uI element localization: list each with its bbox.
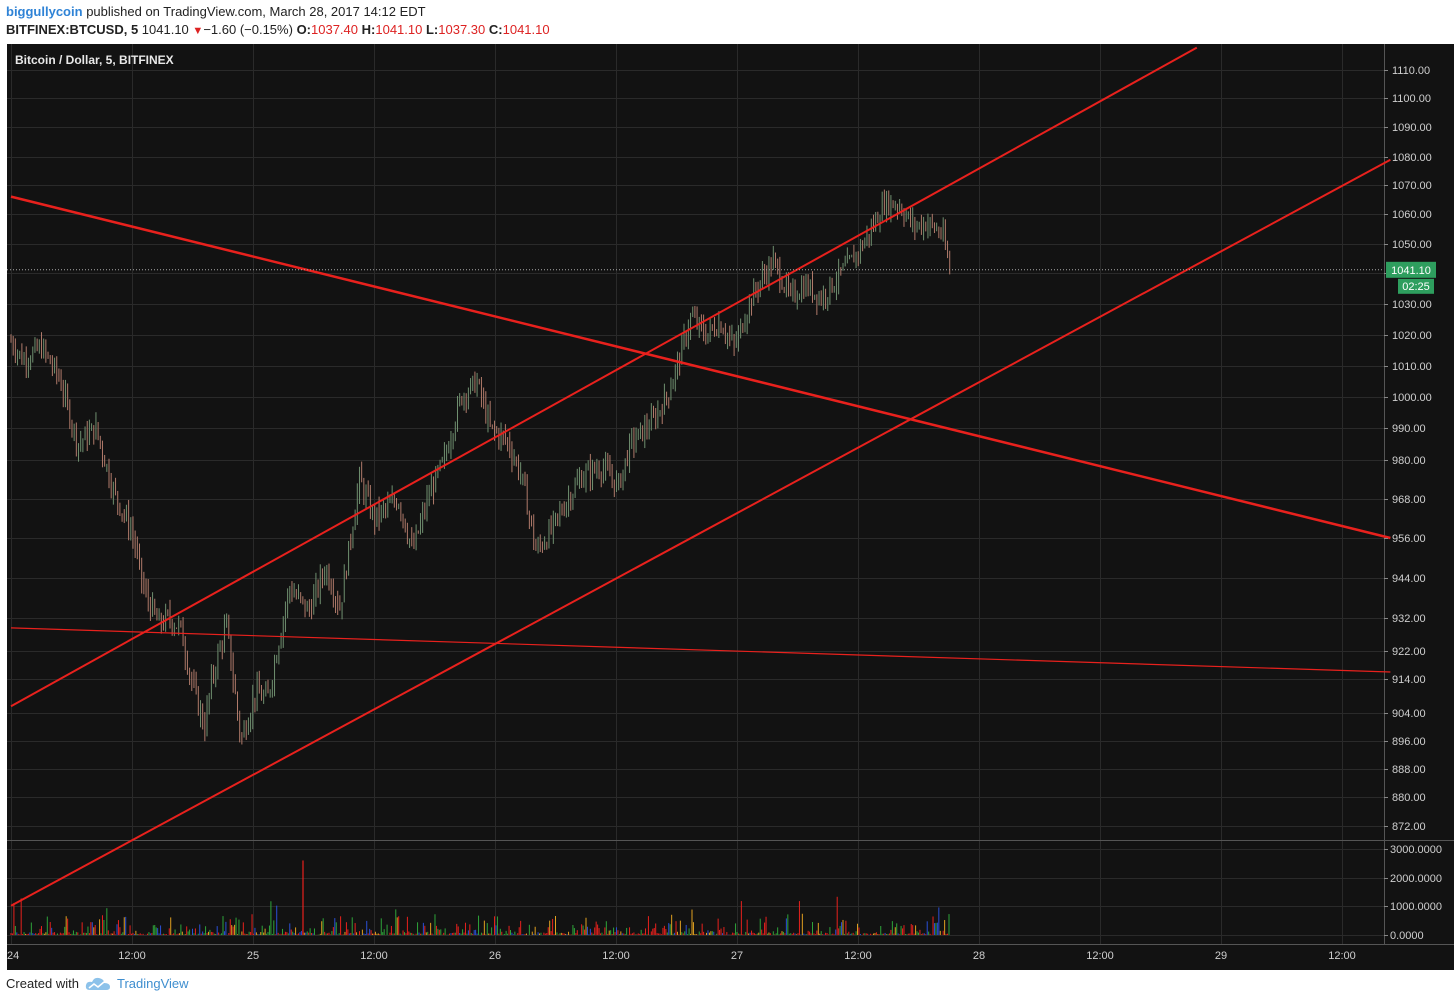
price-axis-background	[1384, 44, 1454, 944]
last-price-badge-label: 1041.10	[1391, 265, 1431, 277]
countdown-label: 02:25	[1402, 281, 1430, 293]
time-tick-label: 12:00	[360, 950, 388, 962]
footer: Created with TradingView	[6, 976, 189, 991]
change-down-icon: ▼	[192, 25, 204, 37]
volume-tick-label: 1000.0000	[1390, 901, 1442, 913]
price-tick-label: 1020.00	[1392, 330, 1432, 342]
price-tick-label: 944.00	[1392, 573, 1426, 585]
volume-axis[interactable]: 3000.0000 2000.0000 1000.0000 0.0000	[1384, 844, 1442, 942]
price-axis[interactable]: 1110.00 1100.00 1090.00 1080.00 1070.00 1060.…	[1384, 65, 1432, 833]
close-label: C:	[488, 22, 503, 37]
trendline-1[interactable]	[10, 195, 1391, 540]
low-label: L:	[425, 22, 439, 37]
time-tick-label: 29	[1215, 950, 1227, 962]
volume-tick-label: 3000.0000	[1390, 844, 1442, 856]
trendline-4[interactable]	[10, 627, 1391, 673]
chart-title: Bitcoin / Dollar, 5, BITFINEX	[15, 53, 174, 67]
tradingview-link[interactable]: TradingView	[85, 976, 189, 991]
price-tick-label: 904.00	[1392, 708, 1426, 720]
candles	[10, 189, 951, 745]
time-tick-label: 12:00	[602, 950, 630, 962]
publish-line: biggullycoin published on TradingView.co…	[6, 4, 426, 19]
ohlc-line: BITFINEX:BTCUSD, 5 1041.10 ▼−1.60 (−0.15…	[6, 22, 550, 37]
price-tick-label: 968.00	[1392, 494, 1426, 506]
time-axis[interactable]: 24 12:00 25 12:00 26 12:00 27 12:00 28 12:00 29 12:…	[7, 950, 1356, 962]
published-text: published on TradingView.com, March 28, …	[86, 4, 426, 19]
time-tick-label: 12:00	[1328, 950, 1356, 962]
tradingview-cloud-icon	[85, 977, 110, 990]
price-tick-label: 880.00	[1392, 792, 1426, 804]
countdown-badge	[1398, 278, 1434, 294]
close-value: 1041.10	[502, 22, 550, 37]
price-tick-label: 1060.00	[1392, 209, 1432, 221]
high-label: H:	[361, 22, 376, 37]
grid	[7, 44, 1384, 944]
price-tick-label: 1080.00	[1392, 152, 1432, 164]
time-tick-label: 12:00	[844, 950, 872, 962]
change-value: −1.60 (−0.15%)	[203, 22, 293, 37]
time-tick-label: 26	[489, 950, 501, 962]
tradingview-brand: TradingView	[116, 976, 189, 991]
last-price-badge	[1386, 261, 1436, 278]
volume-pane-background	[7, 841, 1384, 944]
price-tick-label: 956.00	[1392, 533, 1426, 545]
trendline-3[interactable]	[10, 158, 1391, 907]
created-with-label: Created with	[6, 976, 79, 991]
price-tick-label: 1010.00	[1392, 361, 1432, 373]
time-tick-label: 28	[973, 950, 985, 962]
price-tick-label: 914.00	[1392, 674, 1426, 686]
price-tick-label: 932.00	[1392, 613, 1426, 625]
volume-tick-label: 2000.0000	[1390, 873, 1442, 885]
time-axis-background	[7, 944, 1454, 970]
price-tick-label: 1110.00	[1392, 65, 1430, 77]
price-tick-label: 922.00	[1392, 646, 1426, 658]
price-tick-label: 1050.00	[1392, 239, 1432, 251]
author-link[interactable]: biggullycoin	[6, 4, 83, 19]
trendline-2[interactable]	[10, 46, 1198, 708]
main-pane-background	[7, 44, 1384, 840]
volume-tick-label: 0.0000	[1390, 930, 1424, 942]
price-tick-label: 1030.00	[1392, 299, 1432, 311]
price-tick-label: 990.00	[1392, 423, 1426, 435]
time-tick-label: 12:00	[1086, 950, 1114, 962]
open-value: 1037.40	[311, 22, 359, 37]
price-tick-label: 888.00	[1392, 764, 1426, 776]
price-tick-label: 980.00	[1392, 455, 1426, 467]
low-value: 1037.30	[438, 22, 486, 37]
trendlines[interactable]	[10, 46, 1391, 907]
volume-bars	[10, 860, 950, 935]
price-tick-label: 896.00	[1392, 736, 1426, 748]
price-tick-label: 872.00	[1392, 821, 1426, 833]
price-tick-label: 1070.00	[1392, 180, 1432, 192]
price-chart[interactable]: 1110.00 1100.00 1090.00 1080.00 1070.00 1060.…	[0, 0, 1454, 970]
price-tick-label: 1000.00	[1392, 392, 1432, 404]
time-tick-label: 27	[731, 950, 743, 962]
time-tick-label: 24	[7, 950, 19, 962]
time-tick-label: 25	[247, 950, 259, 962]
high-value: 1041.10	[375, 22, 423, 37]
price-tick-label: 1090.00	[1392, 122, 1432, 134]
last-price: 1041.10	[141, 22, 189, 37]
time-tick-label: 12:00	[118, 950, 146, 962]
price-tick-label: 1100.00	[1392, 93, 1431, 105]
symbol-label: BITFINEX:BTCUSD, 5	[6, 22, 139, 37]
open-label: O:	[296, 22, 312, 37]
